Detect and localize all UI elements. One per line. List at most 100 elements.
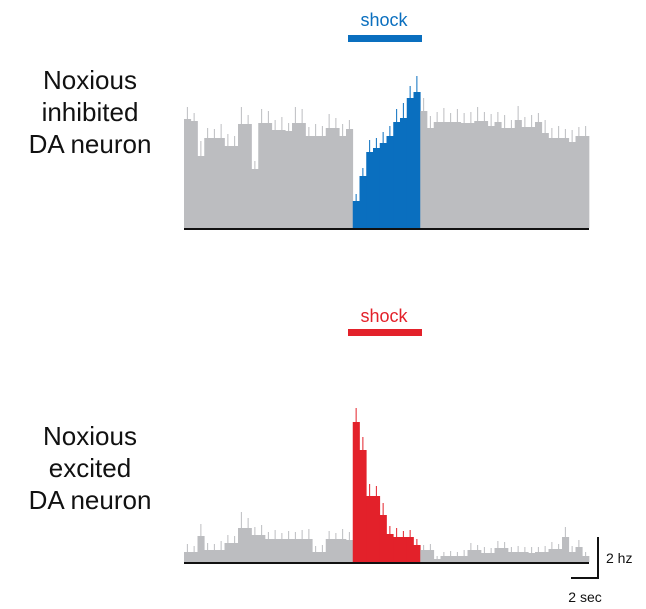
histogram-bar bbox=[373, 496, 381, 562]
histogram-bar bbox=[406, 537, 414, 562]
histogram-bar bbox=[440, 556, 448, 562]
histogram-bar bbox=[258, 123, 266, 228]
histogram-bar bbox=[454, 122, 462, 228]
histogram-bar bbox=[494, 122, 502, 228]
histogram-bar bbox=[501, 548, 509, 562]
histogram-bar bbox=[433, 122, 441, 228]
histogram-bar bbox=[521, 127, 529, 228]
histogram-bar bbox=[298, 123, 306, 228]
histogram-bar bbox=[197, 156, 205, 228]
scale-bar-sec-label: 2 sec bbox=[568, 589, 601, 605]
histogram-bar bbox=[447, 556, 455, 562]
histogram-bar bbox=[366, 152, 374, 228]
histogram-bar bbox=[238, 528, 246, 562]
histogram-bar bbox=[467, 123, 475, 228]
histogram-bar bbox=[433, 559, 441, 562]
histogram-bar bbox=[474, 550, 482, 562]
histogram-bar bbox=[541, 552, 549, 562]
histogram-bar bbox=[325, 128, 333, 228]
histogram-bar bbox=[332, 539, 340, 562]
histogram-bar bbox=[555, 138, 563, 228]
histogram-bar bbox=[514, 552, 522, 562]
histogram-bar bbox=[501, 128, 509, 228]
histogram-bar bbox=[481, 121, 489, 228]
histogram-bar bbox=[332, 128, 340, 228]
histogram-bar bbox=[292, 123, 300, 228]
histogram-bar bbox=[278, 539, 286, 562]
histogram-excited bbox=[184, 408, 590, 564]
histogram-bar bbox=[305, 539, 313, 562]
histogram-bar bbox=[346, 129, 354, 228]
histogram-bar bbox=[339, 136, 347, 228]
histogram-bar bbox=[312, 136, 320, 228]
histogram-bar bbox=[346, 540, 354, 562]
histogram-bar bbox=[217, 138, 225, 228]
histogram-bar bbox=[562, 537, 570, 562]
histogram-bar bbox=[204, 138, 212, 228]
histogram-bar bbox=[555, 549, 563, 562]
histogram-bar bbox=[211, 550, 219, 562]
histogram-bar bbox=[271, 130, 279, 228]
histogram-bar bbox=[319, 552, 327, 562]
panel-label-excited: Noxious excited DA neuron bbox=[0, 420, 180, 516]
histogram-bar bbox=[305, 136, 313, 228]
histogram-bar bbox=[366, 496, 374, 562]
histogram-bar bbox=[224, 146, 232, 228]
shock-label-excited: shock bbox=[360, 306, 408, 326]
histogram-bar bbox=[373, 148, 381, 228]
histogram-bar bbox=[271, 539, 279, 562]
histogram-bar bbox=[231, 146, 239, 228]
scale-bar: 2 hz 2 sec bbox=[568, 537, 632, 605]
panel-label-inhibited: Noxious inhibited DA neuron bbox=[0, 64, 180, 160]
histogram-bar bbox=[244, 124, 252, 228]
histogram-bar bbox=[454, 556, 462, 562]
histogram-bar bbox=[251, 169, 259, 228]
histogram-bar bbox=[379, 143, 387, 228]
histogram-bar bbox=[575, 136, 583, 228]
histogram-bar bbox=[379, 515, 387, 562]
histogram-bar bbox=[481, 553, 489, 562]
histogram-bar bbox=[427, 128, 435, 228]
histogram-bar bbox=[413, 545, 421, 562]
histogram-bar bbox=[258, 535, 266, 562]
histogram-bar bbox=[487, 126, 495, 228]
histogram-bar bbox=[406, 98, 414, 228]
histogram-bar bbox=[251, 535, 259, 562]
histogram-bar bbox=[190, 552, 198, 562]
histogram-bar bbox=[447, 122, 455, 228]
label-line: inhibited bbox=[41, 97, 139, 127]
histogram-bar bbox=[190, 121, 198, 228]
label-line: DA neuron bbox=[28, 129, 152, 159]
histogram-bar bbox=[508, 552, 516, 562]
histogram-bar bbox=[582, 136, 590, 228]
shock-bar-inhibited bbox=[348, 35, 422, 42]
shock-bar-excited bbox=[348, 329, 422, 336]
histogram-bar bbox=[467, 550, 475, 562]
histogram-bar bbox=[204, 550, 212, 562]
histogram-bar bbox=[278, 130, 286, 228]
histogram-bar bbox=[285, 539, 293, 562]
histogram-bar bbox=[231, 543, 239, 562]
histogram-bar bbox=[528, 553, 536, 562]
histogram-bar bbox=[319, 136, 327, 228]
histogram-bar bbox=[440, 122, 448, 228]
histogram-bar bbox=[184, 119, 192, 228]
label-line: excited bbox=[48, 453, 132, 483]
histogram-bar bbox=[312, 552, 320, 562]
histogram-bar bbox=[244, 528, 252, 562]
histogram-bar bbox=[487, 553, 495, 562]
histogram-bar bbox=[352, 422, 360, 562]
histogram-bar bbox=[292, 539, 300, 562]
histogram-bar bbox=[184, 552, 192, 562]
histogram-bar bbox=[265, 123, 273, 228]
histogram-bar bbox=[460, 123, 468, 228]
histogram-bar bbox=[568, 142, 576, 228]
histogram-inhibited bbox=[184, 76, 590, 230]
histogram-bar bbox=[575, 547, 583, 562]
histogram-bar bbox=[528, 127, 536, 228]
histogram-bar bbox=[352, 201, 360, 228]
histogram-bar bbox=[514, 120, 522, 228]
scale-bar-hz-label: 2 hz bbox=[606, 550, 632, 566]
histogram-bar bbox=[568, 552, 576, 562]
histogram-bar bbox=[494, 548, 502, 562]
